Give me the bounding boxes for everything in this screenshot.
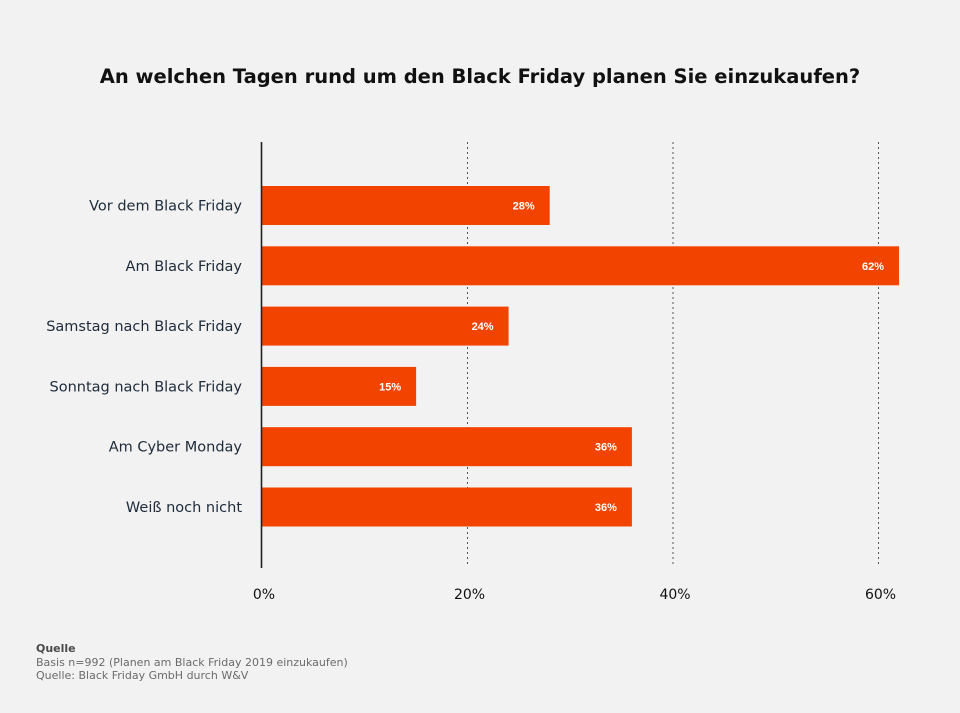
category-labels: Vor dem Black Friday Am Black Friday Samst… — [46, 199, 242, 517]
category-label: Am Cyber Monday — [109, 440, 243, 456]
bar-value-label: 62% — [862, 261, 884, 273]
x-tick-label: 60% — [865, 587, 896, 603]
category-label: Sonntag nach Black Friday — [50, 379, 243, 395]
source-origin: Quelle: Black Friday GmbH durch W&V — [36, 669, 249, 682]
bar — [262, 366, 417, 406]
source-heading: Quelle — [36, 642, 76, 655]
bar — [262, 246, 900, 286]
bar-value-label: 15% — [379, 381, 401, 393]
bar-value-label: 36% — [595, 502, 617, 514]
bar — [262, 487, 632, 527]
x-tick-labels: 0% 20% 40% 60% — [253, 587, 896, 603]
source-basis: Basis n=992 (Planen am Black Friday 2019… — [36, 655, 348, 669]
category-label: Weiß noch nicht — [126, 500, 242, 516]
bar-value-label: 36% — [595, 442, 617, 454]
category-label: Samstag nach Black Friday — [46, 319, 242, 335]
bar — [262, 306, 509, 346]
x-tick-label: 40% — [659, 587, 690, 603]
x-tick-label: 20% — [454, 587, 485, 603]
bar-value-label: 28% — [513, 201, 535, 213]
x-tick-label: 0% — [253, 587, 275, 603]
bar-value-label: 24% — [472, 321, 494, 333]
category-label: Vor dem Black Friday — [89, 199, 242, 215]
chart-title: An welchen Tagen rund um den Black Frida… — [100, 65, 860, 88]
source-note: Quelle Basis n=992 (Planen am Black Frid… — [36, 642, 348, 683]
bar — [262, 186, 550, 225]
bars: 28% 62% 24% 15% 36% 36% — [262, 186, 900, 527]
bar — [262, 427, 632, 467]
category-label: Am Black Friday — [126, 259, 243, 275]
